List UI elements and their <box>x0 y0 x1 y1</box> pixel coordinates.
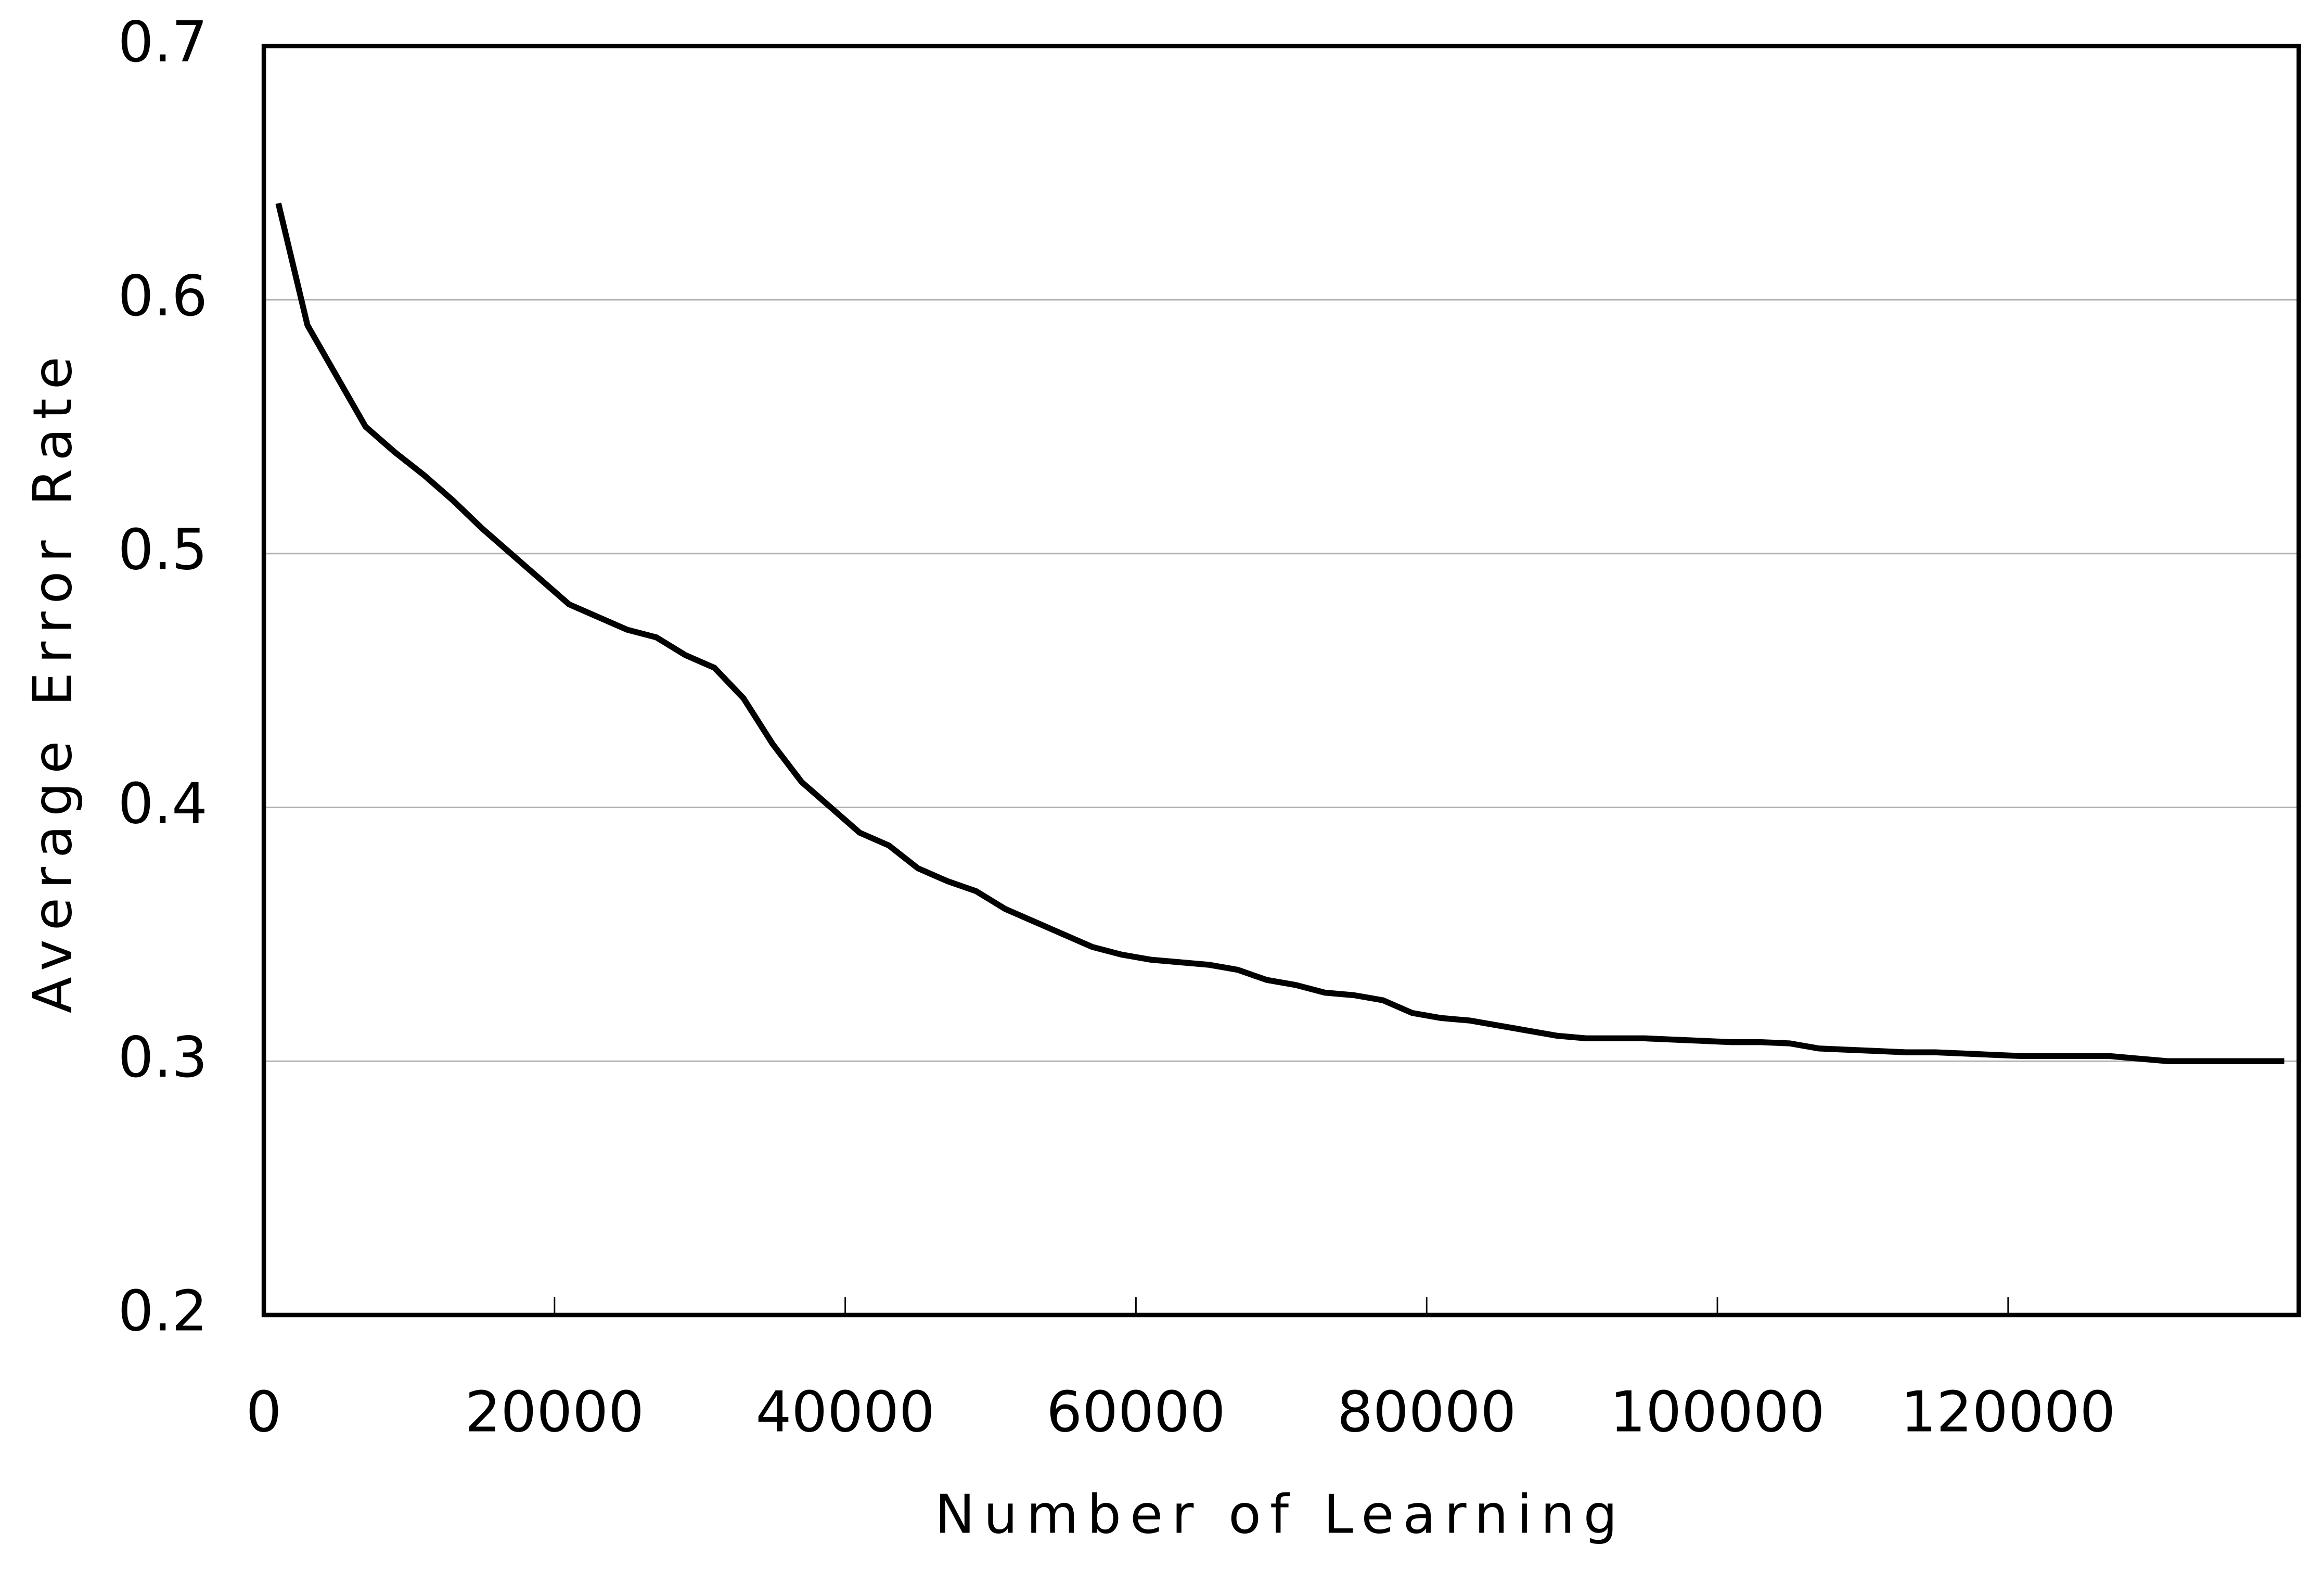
x-tick-label: 60000 <box>1046 1379 1225 1445</box>
x-axis-title: Number of Learning <box>935 1484 1626 1546</box>
y-tick-label: 0.5 <box>118 517 208 583</box>
y-tick-label: 0.2 <box>118 1279 208 1344</box>
y-axis-title: Average Error Rate <box>22 348 84 1013</box>
x-tick-label: 20000 <box>465 1379 644 1445</box>
x-tick-label: 120000 <box>1901 1379 2115 1445</box>
y-tick-label: 0.7 <box>118 9 208 75</box>
x-tick-label: 0 <box>246 1379 282 1445</box>
y-tick-label: 0.6 <box>118 263 208 329</box>
plot-frame <box>261 44 2301 1318</box>
x-tick-label: 100000 <box>1610 1379 1825 1445</box>
x-tick-label: 80000 <box>1337 1379 1516 1445</box>
data-line <box>275 202 2284 1064</box>
x-tick-label: 40000 <box>755 1379 934 1445</box>
y-tick-label: 0.3 <box>118 1025 208 1090</box>
y-tick-label: 0.4 <box>118 771 208 836</box>
